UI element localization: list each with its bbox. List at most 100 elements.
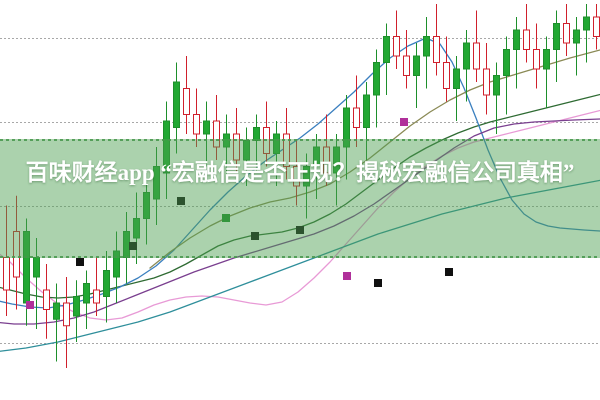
candle-body <box>73 296 80 317</box>
candlestick <box>373 49 380 128</box>
candlestick <box>353 75 360 147</box>
candlestick <box>533 23 540 89</box>
candlestick <box>523 4 530 63</box>
signal-marker <box>251 232 259 240</box>
candlestick <box>403 30 410 89</box>
candlestick <box>213 95 220 160</box>
candle-body <box>263 127 270 154</box>
candlestick <box>443 36 450 102</box>
candle-body <box>443 62 450 89</box>
candle-body <box>313 146 320 167</box>
candle-body <box>383 36 390 63</box>
candlestick <box>23 218 30 326</box>
candle-body <box>453 68 460 89</box>
candlestick <box>223 114 230 180</box>
candle-body <box>373 62 380 96</box>
candle-body <box>213 120 220 148</box>
candle-body <box>523 29 530 50</box>
candle-body <box>413 55 420 76</box>
candlestick <box>123 212 130 284</box>
candlestick <box>3 205 10 316</box>
candlestick <box>423 17 430 89</box>
candle-body <box>293 166 300 187</box>
candlestick <box>93 257 100 316</box>
candlestick <box>273 121 280 186</box>
candlestick <box>73 280 80 342</box>
candlestick <box>323 114 330 186</box>
candle-body <box>233 133 240 161</box>
candle-body <box>333 146 340 174</box>
candle-body <box>323 146 330 174</box>
candle-body <box>393 36 400 57</box>
candlestick <box>543 36 550 108</box>
candle-body <box>253 127 260 141</box>
candle-body <box>303 166 310 187</box>
candlestick <box>43 264 50 339</box>
candle-body <box>193 114 200 135</box>
signal-marker <box>222 214 230 222</box>
candlestick <box>433 4 440 76</box>
candle-body <box>163 120 170 174</box>
candle-body <box>583 16 590 31</box>
candle-body <box>93 289 100 304</box>
signal-marker <box>177 197 185 205</box>
candlestick <box>493 62 500 134</box>
candle-body <box>13 231 20 278</box>
candle-body <box>473 42 480 70</box>
candlestick <box>13 195 20 310</box>
candlestick <box>553 10 560 82</box>
candle-body <box>363 94 370 128</box>
signal-marker <box>445 268 453 276</box>
signal-marker <box>343 272 351 280</box>
candle-body <box>423 36 430 57</box>
candle-body <box>133 218 140 239</box>
chart-gridlines <box>0 38 600 344</box>
candlestick <box>53 283 60 362</box>
candlestick <box>293 140 300 206</box>
candlestick <box>113 231 120 303</box>
candlestick <box>173 62 180 154</box>
candlestick <box>383 23 390 95</box>
candlestick <box>263 101 270 167</box>
candlestick <box>153 147 160 225</box>
candlestick <box>233 108 240 173</box>
candlestick <box>33 238 40 329</box>
signal-marker <box>26 301 34 309</box>
candle-body <box>573 29 580 44</box>
candlestick <box>183 56 190 134</box>
candlestick <box>573 17 580 76</box>
candle-body <box>153 166 160 200</box>
candle-body <box>223 133 230 148</box>
candlestick <box>593 4 600 50</box>
candlestick <box>283 108 290 180</box>
candlestick <box>133 192 140 264</box>
candlestick <box>413 43 420 108</box>
ma-line <box>0 109 600 321</box>
candle-body <box>543 49 550 70</box>
ma-line <box>0 118 600 325</box>
candle-body <box>343 107 350 148</box>
candlestick <box>83 270 90 329</box>
candlestick <box>63 277 70 368</box>
candle-body <box>203 120 210 135</box>
signal-markers <box>26 118 453 309</box>
candle-body <box>493 75 500 96</box>
candle-body <box>113 250 120 278</box>
candle-body <box>183 88 190 115</box>
candle-body <box>353 107 360 128</box>
candlestick <box>583 4 590 63</box>
candle-body <box>243 140 250 161</box>
candle-body <box>43 289 50 310</box>
candlestick <box>393 10 400 69</box>
signal-marker <box>129 242 137 250</box>
candle-body <box>3 257 10 291</box>
candlestick <box>453 56 460 121</box>
signal-marker <box>296 226 304 234</box>
candlestick <box>303 153 310 219</box>
candle-body <box>103 270 110 297</box>
candlestick <box>463 30 470 102</box>
candle-body <box>553 23 560 50</box>
candle-body <box>273 133 280 154</box>
